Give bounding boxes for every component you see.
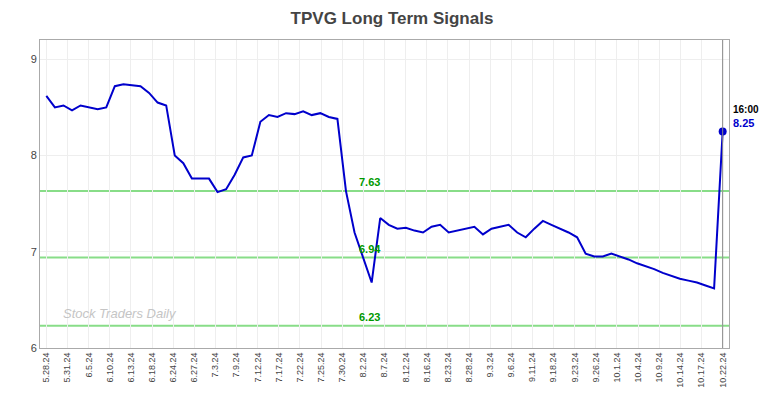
svg-text:9: 9 xyxy=(31,53,37,65)
svg-text:10.14.24: 10.14.24 xyxy=(675,353,685,388)
svg-text:7: 7 xyxy=(31,246,37,258)
svg-text:8.28.24: 8.28.24 xyxy=(464,353,474,383)
svg-text:6.94: 6.94 xyxy=(359,243,381,255)
svg-text:9.18.24: 9.18.24 xyxy=(549,353,559,383)
svg-text:9.11.24: 9.11.24 xyxy=(527,353,537,382)
svg-text:TPVG Long Term Signals: TPVG Long Term Signals xyxy=(291,9,494,28)
svg-text:Stock Traders Daily: Stock Traders Daily xyxy=(63,306,177,321)
svg-text:6.10.24: 6.10.24 xyxy=(105,353,115,383)
svg-text:10.4.24: 10.4.24 xyxy=(633,353,643,383)
svg-text:6.27.24: 6.27.24 xyxy=(189,353,199,383)
svg-text:7.22.24: 7.22.24 xyxy=(295,353,305,383)
svg-text:8.23.24: 8.23.24 xyxy=(443,353,453,383)
svg-text:7.9.24: 7.9.24 xyxy=(231,353,241,378)
svg-text:9.23.24: 9.23.24 xyxy=(570,353,580,383)
svg-text:6.5.24: 6.5.24 xyxy=(84,353,94,378)
svg-text:6: 6 xyxy=(31,342,37,354)
svg-text:8: 8 xyxy=(31,149,37,161)
svg-text:7.63: 7.63 xyxy=(359,176,380,188)
svg-text:10.9.24: 10.9.24 xyxy=(654,353,664,383)
svg-text:8.2.24: 8.2.24 xyxy=(358,353,368,378)
svg-text:8.25: 8.25 xyxy=(733,117,754,129)
svg-text:10.17.24: 10.17.24 xyxy=(696,353,706,388)
svg-text:9.3.24: 9.3.24 xyxy=(485,353,495,378)
svg-text:7.30.24: 7.30.24 xyxy=(337,353,347,383)
svg-text:9.26.24: 9.26.24 xyxy=(591,353,601,383)
svg-text:5.28.24: 5.28.24 xyxy=(41,353,51,383)
svg-text:7.12.24: 7.12.24 xyxy=(253,353,263,383)
svg-text:6.18.24: 6.18.24 xyxy=(147,353,157,383)
svg-text:6.24.24: 6.24.24 xyxy=(168,353,178,383)
svg-text:7.17.24: 7.17.24 xyxy=(274,353,284,383)
svg-text:10.1.24: 10.1.24 xyxy=(612,353,622,383)
svg-text:7.3.24: 7.3.24 xyxy=(210,353,220,378)
svg-text:6.23: 6.23 xyxy=(359,311,380,323)
svg-text:6.13.24: 6.13.24 xyxy=(126,353,136,383)
svg-text:8.7.24: 8.7.24 xyxy=(379,353,389,378)
svg-text:8.16.24: 8.16.24 xyxy=(422,353,432,383)
svg-text:16:00: 16:00 xyxy=(733,104,759,115)
svg-text:9.6.24: 9.6.24 xyxy=(506,353,516,378)
svg-text:8.12.24: 8.12.24 xyxy=(401,353,411,383)
svg-text:10.22.24: 10.22.24 xyxy=(718,353,728,388)
svg-text:7.25.24: 7.25.24 xyxy=(316,353,326,383)
svg-text:5.31.24: 5.31.24 xyxy=(62,353,72,383)
